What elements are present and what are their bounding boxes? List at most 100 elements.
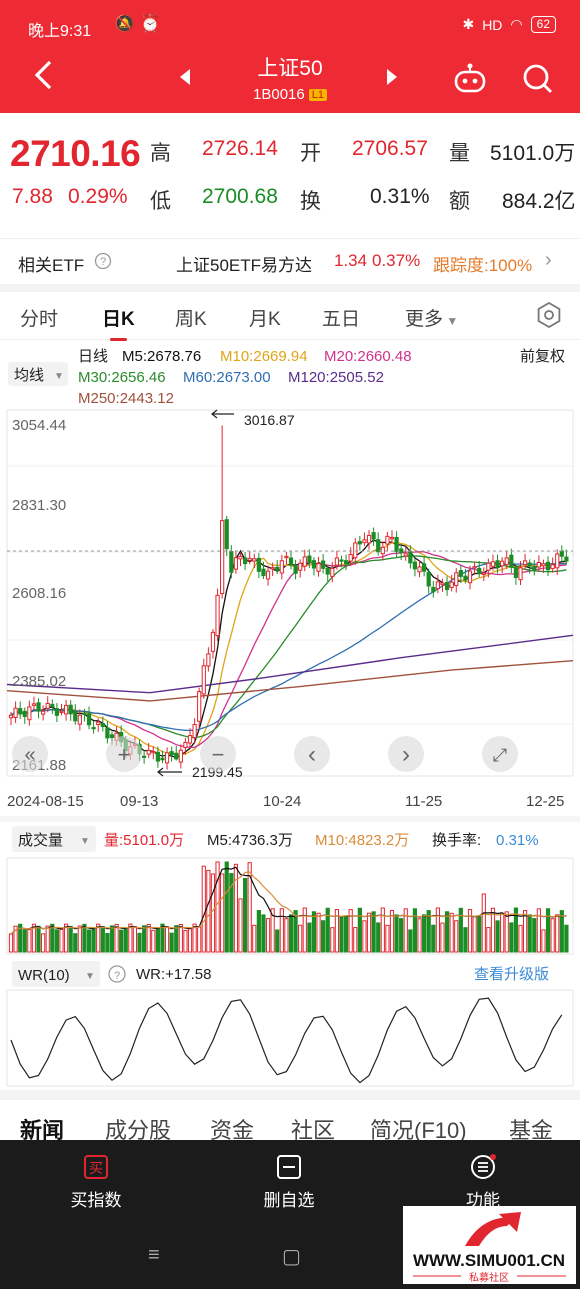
volume-bar bbox=[187, 928, 193, 953]
svg-text:‹: ‹ bbox=[308, 741, 316, 768]
tab-news[interactable]: 新闻 bbox=[20, 1118, 65, 1143]
candle-body bbox=[348, 554, 353, 562]
settings-icon[interactable] bbox=[536, 302, 562, 328]
volume-bar bbox=[224, 861, 229, 953]
candle-body bbox=[454, 572, 459, 587]
function-menu-button[interactable]: 功能 bbox=[423, 1154, 543, 1211]
candle-body bbox=[68, 704, 73, 715]
volume-bar bbox=[68, 925, 73, 953]
svg-text:«: « bbox=[24, 744, 35, 766]
tab-intraday[interactable]: 分时 bbox=[20, 309, 59, 330]
x-tick: 09-13 bbox=[120, 793, 158, 810]
zoom-out-button[interactable]: − bbox=[200, 736, 236, 772]
volume-select[interactable] bbox=[12, 826, 96, 852]
tab-monthly-k[interactable]: 月K bbox=[249, 309, 281, 330]
candle-body bbox=[252, 558, 257, 562]
scroll-left-button[interactable]: ‹ bbox=[294, 736, 330, 772]
price-change-pct: 0.29% bbox=[68, 185, 128, 208]
volume-bar bbox=[252, 924, 257, 953]
remove-icon bbox=[277, 1155, 301, 1179]
related-etf-row[interactable]: 相关ETF ? 上证50ETF易方达 1.34 0.37% 跟踪度:100% › bbox=[0, 238, 580, 284]
adjust-mode[interactable]: 前复权 bbox=[520, 347, 565, 365]
home-icon[interactable]: ▢ bbox=[282, 1246, 301, 1268]
candle-body bbox=[187, 735, 193, 744]
community-robot-icon[interactable] bbox=[452, 62, 488, 94]
status-bar: 晚上9:31 🔕 ⏰ ✱ HD ◠ 62 bbox=[0, 0, 580, 48]
search-icon[interactable] bbox=[520, 62, 556, 94]
zoom-out-all-button[interactable]: « bbox=[12, 736, 48, 772]
volume-bar bbox=[422, 914, 427, 953]
info-tabs: 新闻 成分股 资金 社区 简况(F10) 基金 bbox=[0, 1100, 580, 1143]
volume-bar bbox=[77, 925, 82, 953]
volume-bar bbox=[22, 929, 27, 953]
turnover-value: 0.31% bbox=[370, 185, 430, 208]
candle-body bbox=[63, 704, 69, 715]
watermark-sub: 私募社区 bbox=[469, 1271, 509, 1284]
candle-body bbox=[435, 581, 440, 590]
wr-upgrade-link[interactable]: 查看升级版 bbox=[474, 966, 549, 983]
volume-bar bbox=[247, 862, 252, 953]
volume-bar bbox=[467, 909, 473, 953]
etf-help-icon[interactable]: ? bbox=[94, 252, 112, 275]
candle-body bbox=[59, 710, 64, 714]
volume-select-label: 成交量 bbox=[18, 831, 63, 849]
fullscreen-button[interactable]: ⤢ bbox=[482, 736, 518, 772]
remove-watchlist-button[interactable]: 删自选 bbox=[229, 1154, 349, 1211]
volume-bar bbox=[454, 920, 459, 953]
ma-line bbox=[10, 541, 567, 756]
ma-line bbox=[6, 660, 574, 702]
next-stock-button[interactable] bbox=[385, 68, 399, 91]
wr-select[interactable] bbox=[12, 961, 100, 987]
volume-bar bbox=[357, 907, 362, 953]
back-button[interactable] bbox=[32, 58, 56, 98]
tab-fund[interactable]: 基金 bbox=[509, 1118, 554, 1143]
volume-bar bbox=[288, 914, 294, 953]
status-time: 晚上9:31 bbox=[28, 23, 92, 40]
candle-body bbox=[490, 561, 496, 567]
indicator-select[interactable] bbox=[8, 362, 68, 386]
candle-body bbox=[210, 631, 216, 652]
volume-bar bbox=[440, 922, 445, 953]
wr-help-icon[interactable]: ? bbox=[108, 965, 126, 983]
divider bbox=[0, 1090, 580, 1100]
tab-funds-flow[interactable]: 资金 bbox=[210, 1118, 255, 1143]
tab-daily-k[interactable]: 日K bbox=[102, 304, 135, 341]
volume-bar bbox=[174, 925, 179, 953]
tab-community[interactable]: 社区 bbox=[291, 1118, 336, 1143]
tab-more[interactable]: 更多 ▼ bbox=[405, 304, 458, 331]
min-marker: 2199.45 bbox=[192, 764, 243, 780]
buy-index-button[interactable]: 买 买指数 bbox=[36, 1154, 156, 1211]
candle-body bbox=[261, 568, 266, 577]
candle-body bbox=[50, 703, 55, 708]
wr-value: WR:+17.58 bbox=[136, 966, 211, 983]
series-label: 日线 bbox=[78, 348, 108, 365]
etf-pct: 0.37% bbox=[372, 251, 421, 270]
volume-bar bbox=[201, 865, 206, 953]
stock-code: 1B0016 L1 bbox=[0, 86, 580, 103]
volume-bar bbox=[284, 918, 289, 953]
volume-bar bbox=[307, 922, 312, 953]
volume-bar bbox=[435, 907, 440, 953]
volume-bar bbox=[376, 922, 381, 953]
volume-bar bbox=[45, 925, 50, 953]
indicator-select-label: 均线 bbox=[14, 367, 44, 384]
tab-weekly-k[interactable]: 周K bbox=[175, 309, 207, 330]
candle-body bbox=[334, 557, 340, 566]
quote-panel: 2710.16 7.88 0.29% 高 2726.14 低 2700.68 开… bbox=[0, 113, 580, 233]
volume-bar bbox=[142, 925, 147, 953]
tab-constituents[interactable]: 成分股 bbox=[105, 1118, 172, 1143]
tab-f10[interactable]: 简况(F10) bbox=[370, 1118, 467, 1143]
candle-body bbox=[385, 535, 390, 545]
volume-bar bbox=[96, 923, 101, 953]
zoom-in-button[interactable]: + bbox=[106, 736, 142, 772]
kline-frame bbox=[6, 409, 574, 777]
recent-apps-icon[interactable]: ≡ bbox=[148, 1244, 160, 1266]
kline-chart[interactable]: 均线 ▼ 日线 前复权 M5:2678.76 M10:2669.94 M20:2… bbox=[0, 340, 580, 1090]
volume-bar bbox=[169, 932, 174, 953]
prev-stock-button[interactable] bbox=[178, 68, 192, 91]
scroll-right-button[interactable]: › bbox=[388, 736, 424, 772]
candle-body bbox=[155, 751, 160, 762]
candle-body bbox=[412, 561, 418, 570]
candle-body bbox=[509, 554, 514, 568]
tab-five-day[interactable]: 五日 bbox=[322, 309, 361, 330]
